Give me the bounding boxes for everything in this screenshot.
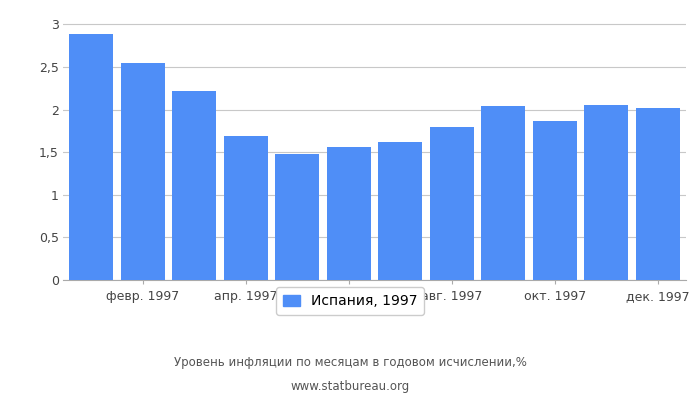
Bar [636, 108, 680, 280]
Bar [275, 154, 319, 280]
Bar [533, 122, 577, 280]
Legend: Испания, 1997: Испания, 1997 [276, 287, 424, 315]
Bar [379, 142, 422, 280]
Bar [224, 136, 267, 280]
Bar [172, 91, 216, 280]
Bar [327, 147, 370, 280]
Bar [69, 34, 113, 280]
Text: Уровень инфляции по месяцам в годовом исчислении,%: Уровень инфляции по месяцам в годовом ис… [174, 356, 526, 369]
Bar [430, 128, 474, 280]
Bar [121, 64, 164, 280]
Bar [482, 106, 525, 280]
Text: www.statbureau.org: www.statbureau.org [290, 380, 410, 393]
Bar [584, 105, 628, 280]
